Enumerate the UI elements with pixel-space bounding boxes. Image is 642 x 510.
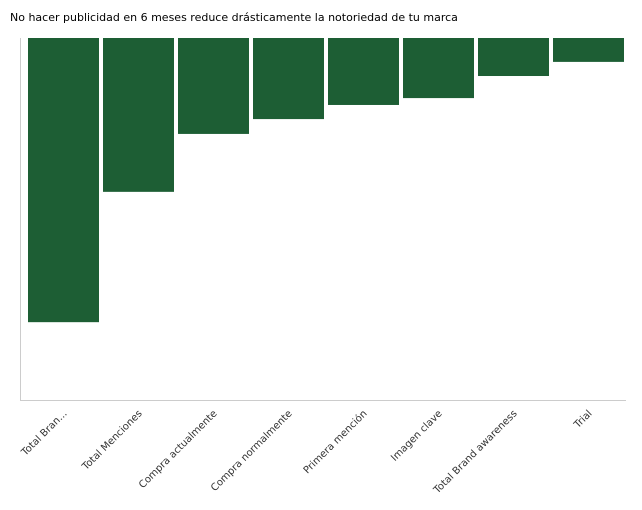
bar: [103, 38, 174, 192]
x-tick-label: Total Brand awareness: [431, 408, 519, 496]
bar: [253, 38, 324, 120]
x-tick-label: Imagen clave: [389, 408, 444, 463]
bar: [178, 38, 249, 134]
bar: [478, 38, 549, 77]
bar: [28, 38, 99, 323]
bar: [553, 38, 624, 62]
x-tick-label: Trial: [572, 408, 595, 431]
x-tick-label: Total Menciones: [80, 408, 145, 473]
x-tick-label: Compra normalmente: [209, 408, 295, 494]
x-tick-label: Primera mención: [301, 408, 370, 477]
x-tick-label: Compra actualmente: [137, 408, 220, 491]
x-tick-label: Total Bran...: [19, 408, 70, 459]
bar: [403, 38, 474, 99]
bar: [328, 38, 399, 105]
chart-title: No hacer publicidad en 6 meses reduce dr…: [10, 11, 458, 24]
